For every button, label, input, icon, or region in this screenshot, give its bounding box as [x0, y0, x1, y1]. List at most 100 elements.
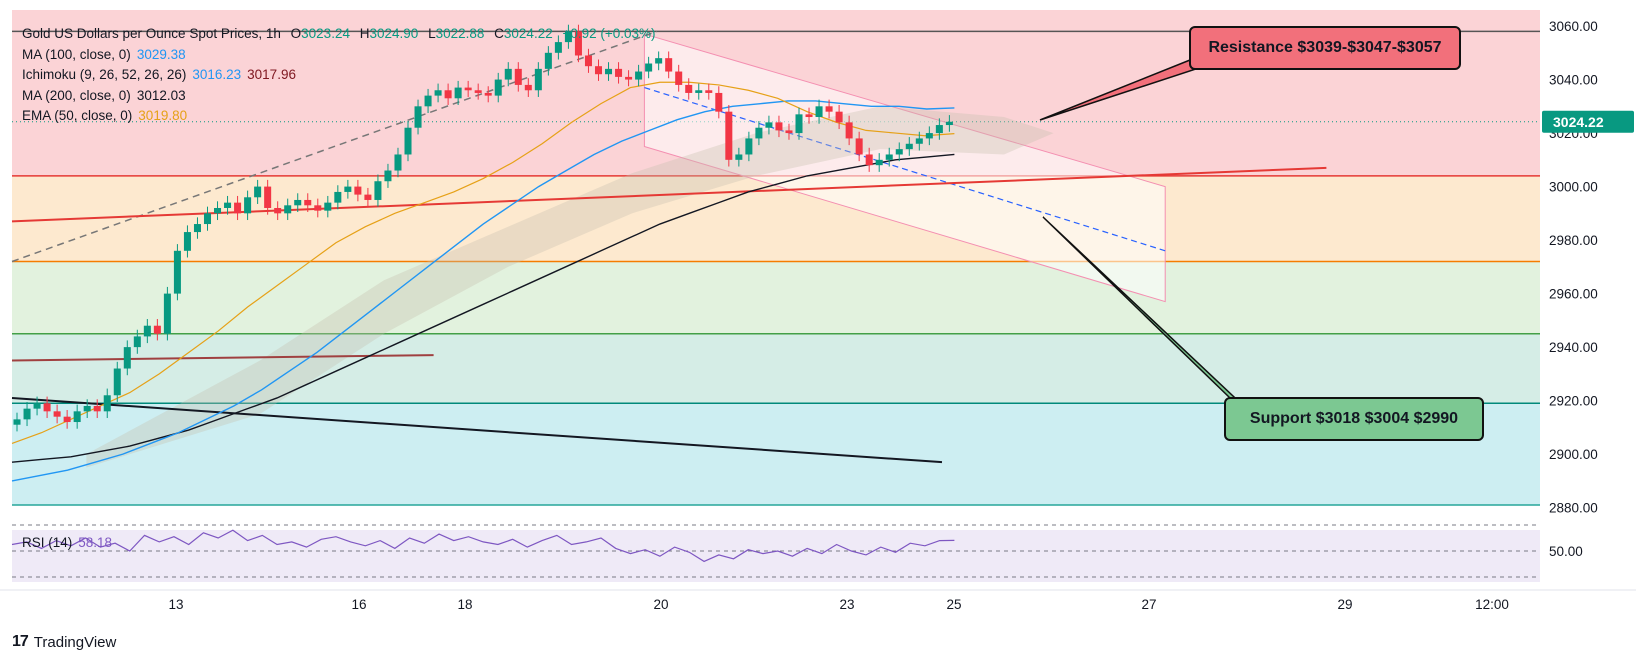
- rsi-pane-bg: [12, 530, 1540, 582]
- x-tick-label: 12:00: [1475, 597, 1509, 612]
- candle-body: [895, 149, 903, 155]
- candle-body: [113, 368, 121, 396]
- candle-body: [324, 202, 332, 211]
- candle-body: [444, 90, 452, 99]
- candle-body: [314, 205, 322, 211]
- y-tick-label: 2960.00: [1549, 287, 1598, 302]
- ichimoku-value-2: 3017.96: [247, 67, 296, 83]
- candle-body: [214, 207, 222, 214]
- rsi-legend[interactable]: RSI (14) 58.18: [22, 535, 112, 550]
- y-tick-label: 3060.00: [1549, 19, 1598, 34]
- footer-branding[interactable]: 17 TradingView: [12, 633, 116, 651]
- candle-body: [775, 122, 783, 131]
- legend-ichimoku[interactable]: Ichimoku (9, 26, 52, 26, 26) 3016.23 3017.…: [22, 65, 656, 86]
- candle-body: [123, 347, 131, 369]
- candle-body: [93, 405, 101, 412]
- candle-body: [514, 68, 522, 85]
- candle-body: [875, 159, 883, 166]
- candle-body: [454, 87, 462, 99]
- candle-body: [705, 90, 713, 93]
- candle-body: [685, 84, 693, 93]
- last-price-tag: [1542, 110, 1634, 133]
- zone-band-2: [12, 261, 1540, 334]
- candle-body: [334, 191, 342, 203]
- resistance-callout[interactable]: Resistance $3039-$3047-$3057: [1189, 26, 1461, 70]
- candle-body: [755, 127, 763, 139]
- y-tick-label: 3040.00: [1549, 73, 1598, 88]
- candle-body: [83, 405, 91, 412]
- open-value: 3023.24: [301, 26, 350, 41]
- legend-ema50[interactable]: EMA (50, close, 0) 3019.80: [22, 106, 656, 127]
- candle-body: [935, 125, 943, 134]
- black-down-trend-line: [11, 396, 943, 464]
- rsi-tick-label: 50.00: [1549, 544, 1583, 559]
- candle-body: [484, 92, 492, 96]
- zone-band-3: [12, 333, 1540, 404]
- ma200-value: 3012.03: [136, 87, 186, 103]
- x-tick-label: 13: [168, 597, 183, 612]
- y-tick-label: 2920.00: [1549, 394, 1598, 409]
- x-tick-label: 29: [1337, 597, 1352, 612]
- ema50-line: [11, 81, 955, 445]
- descending-channel: [643, 33, 1166, 303]
- ema50-value: 3019.80: [138, 108, 188, 124]
- candle-body: [264, 186, 272, 208]
- candle-body: [424, 95, 432, 107]
- support-callout[interactable]: Support $3018 $3004 $2990: [1224, 397, 1484, 441]
- candle-body: [344, 186, 352, 192]
- candle-body: [474, 90, 482, 93]
- candle-body: [234, 202, 242, 214]
- candle-body: [274, 207, 282, 214]
- candle-body: [143, 325, 151, 337]
- candle-body: [254, 186, 262, 198]
- candle-body: [183, 232, 191, 251]
- candle-body: [33, 403, 41, 409]
- y-axis-bg: [1540, 0, 1636, 665]
- ma100-value: 3029.38: [136, 46, 186, 62]
- ema50-label: EMA (50, close, 0): [22, 108, 133, 124]
- low-label: L: [428, 26, 436, 41]
- y-tick-label: 2980.00: [1549, 233, 1598, 248]
- y-tick-label: 2940.00: [1549, 340, 1598, 355]
- candle-body: [715, 92, 723, 112]
- candle-body: [925, 133, 933, 139]
- candle-body: [414, 106, 422, 128]
- ichimoku-label: Ichimoku (9, 26, 52, 26, 26): [22, 67, 187, 83]
- zone-band-5: [12, 504, 1540, 513]
- candle-body: [835, 111, 843, 123]
- candle-body: [645, 63, 653, 72]
- dashed-uptrend-line: [11, 30, 658, 263]
- ichimoku-value-1: 3016.23: [192, 67, 242, 83]
- candle-body: [153, 325, 161, 334]
- chart-legend: Gold US Dollars per Ounce Spot Prices, 1…: [22, 24, 656, 127]
- candle-body: [635, 71, 643, 80]
- change-value: +0.92 (+0.03%): [562, 26, 656, 41]
- candle-body: [73, 411, 81, 423]
- candle-body: [564, 31, 572, 43]
- candle-body: [53, 411, 61, 417]
- candle-body: [795, 114, 803, 134]
- candle-body: [244, 197, 252, 214]
- candle-body: [354, 186, 362, 195]
- x-tick-label: 23: [839, 597, 854, 612]
- low-value: 3022.88: [435, 26, 485, 41]
- candle-body: [825, 106, 833, 112]
- y-tick-label: 2900.00: [1549, 447, 1598, 462]
- candle-body: [224, 202, 232, 208]
- candle-body: [63, 416, 71, 423]
- y-tick-label: 2880.00: [1549, 501, 1598, 516]
- candle-body: [103, 395, 111, 412]
- x-tick-label: 27: [1141, 597, 1156, 612]
- candle-body: [615, 68, 623, 77]
- candle-body: [815, 106, 823, 118]
- candle-body: [665, 58, 673, 72]
- legend-ma100[interactable]: MA (100, close, 0) 3029.38: [22, 45, 656, 66]
- candle-body: [805, 114, 813, 118]
- candle-body: [695, 90, 703, 93]
- legend-ma200[interactable]: MA (200, close, 0) 3012.03: [22, 86, 656, 107]
- candle-body: [554, 42, 562, 53]
- candle-body: [885, 154, 893, 160]
- zone-band-1: [12, 175, 1540, 262]
